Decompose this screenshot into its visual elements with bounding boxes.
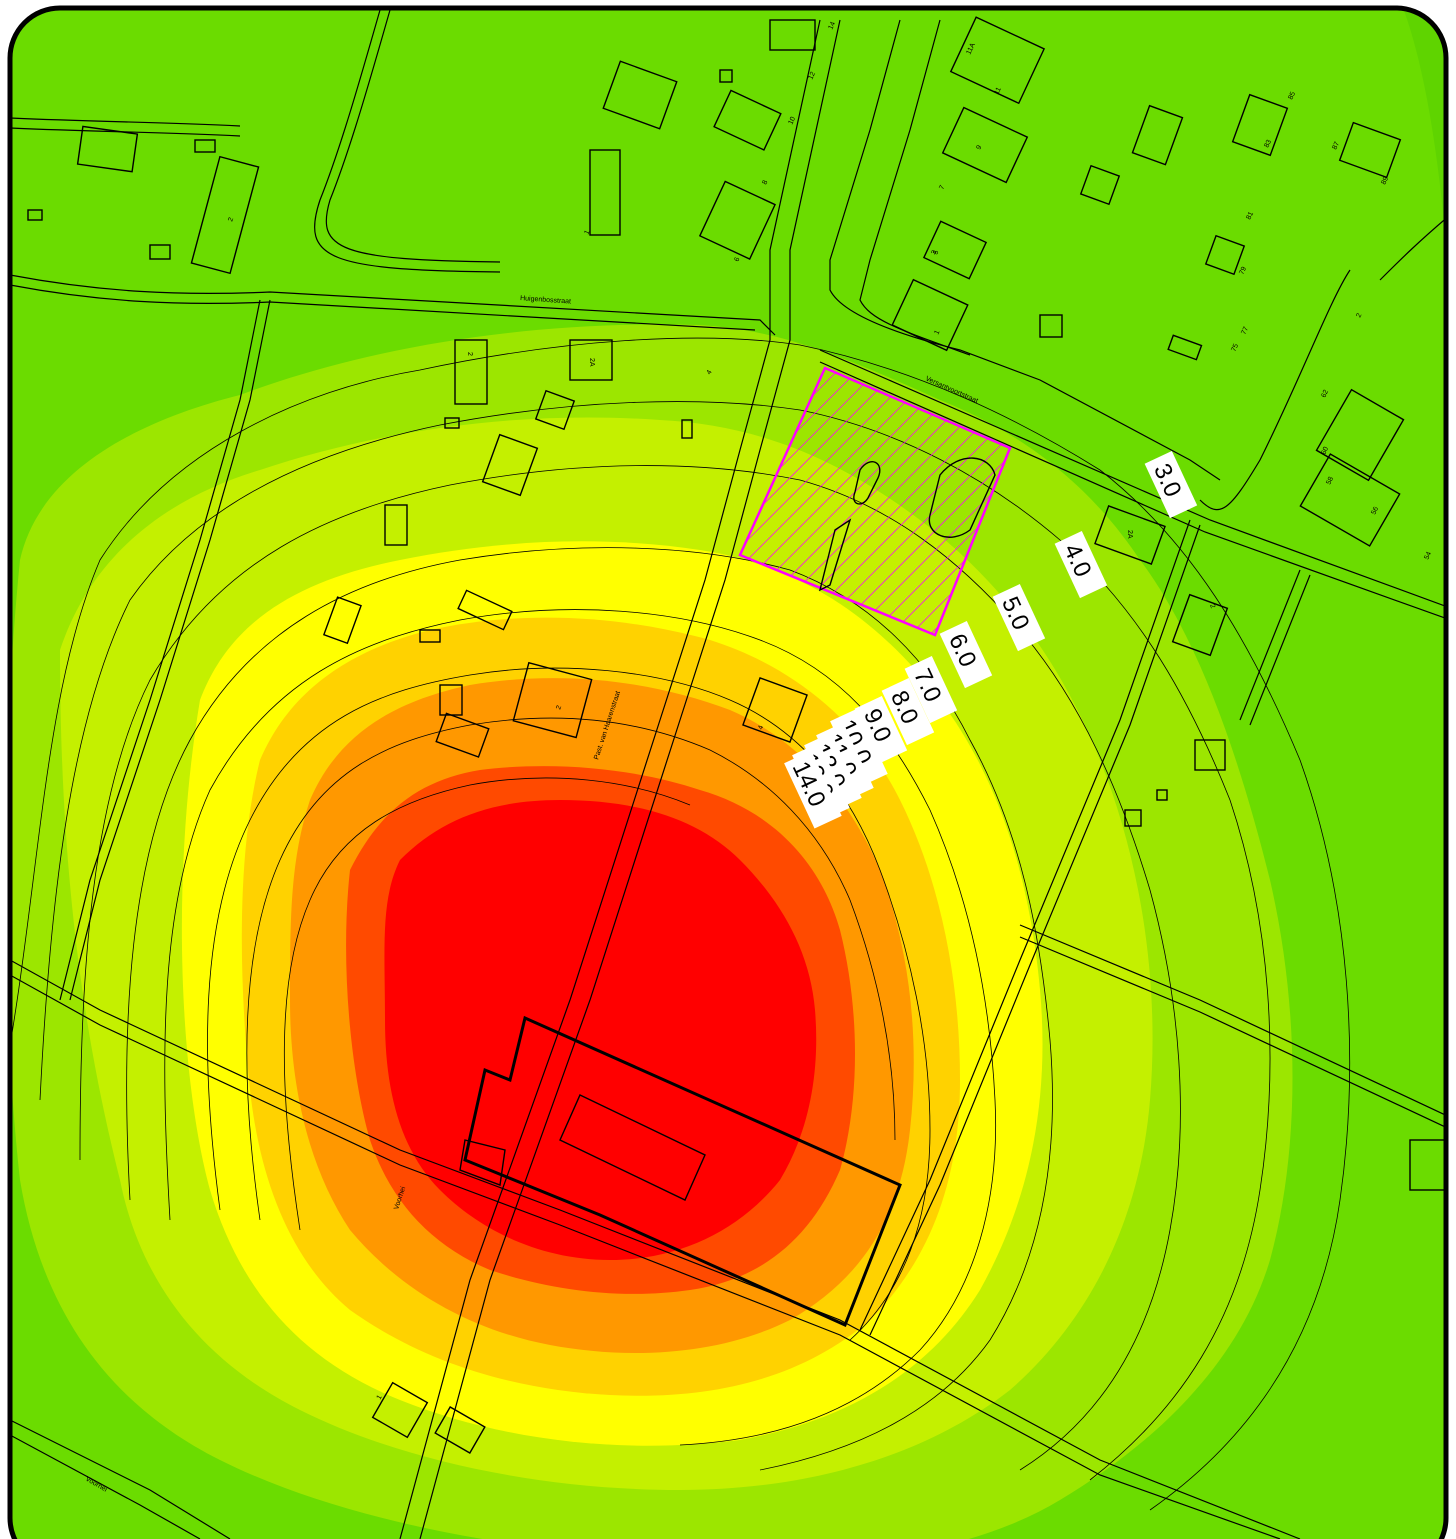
house-number: 87 bbox=[1331, 141, 1341, 151]
plan-area bbox=[738, 366, 1012, 637]
house-number: 7 bbox=[938, 184, 946, 191]
isolines bbox=[10, 337, 1351, 1511]
contour-label-3: 3.0 bbox=[1144, 451, 1198, 519]
map-frame bbox=[7, 5, 1449, 1539]
house-number: 75 bbox=[1230, 343, 1240, 353]
house-number: 2 bbox=[1355, 312, 1363, 319]
house-number: 2 bbox=[1208, 603, 1216, 609]
house-number: 10 bbox=[787, 116, 797, 126]
street-label-huigenbosstraat: Huigenbosstraat bbox=[520, 295, 571, 306]
house-number: 83 bbox=[1263, 139, 1273, 149]
house-number: 77 bbox=[1240, 326, 1250, 336]
house-number: 1 bbox=[933, 329, 941, 336]
contour-labels: 3.0 4.0 5.0 6.0 7.0 8.0 bbox=[784, 451, 1198, 829]
house-number: 11A bbox=[965, 42, 977, 56]
house-number: 2 bbox=[466, 352, 473, 356]
house-number: 14 bbox=[827, 21, 837, 31]
house-number: 89 bbox=[1380, 176, 1390, 186]
house-number: 2 bbox=[555, 705, 563, 711]
band-red bbox=[384, 800, 817, 1260]
source-building bbox=[463, 1015, 902, 1328]
house-number: 2A bbox=[588, 358, 595, 367]
house-number: 54 bbox=[1423, 551, 1433, 561]
house-number: 1 bbox=[376, 1394, 384, 1401]
house-number: 3 bbox=[930, 249, 938, 256]
house-number: 2 bbox=[227, 217, 235, 223]
house-number: 60 bbox=[1320, 446, 1330, 456]
house-numbers: 2 2A 2 4 1 1 3 5 6 7 8 9 10 11 12 14 11A… bbox=[227, 21, 1433, 1401]
house-number: 6 bbox=[733, 256, 741, 263]
house-number: 58 bbox=[1325, 476, 1335, 486]
house-number: 4 bbox=[706, 369, 714, 376]
house-number: 81 bbox=[1245, 211, 1255, 221]
house-number: 85 bbox=[1287, 91, 1297, 101]
house-number: 2A bbox=[1126, 530, 1133, 539]
house-number: 4 bbox=[757, 725, 765, 731]
house-number: 79 bbox=[1238, 266, 1248, 276]
house-number: 11 bbox=[993, 86, 1002, 96]
house-number: 62 bbox=[1320, 389, 1330, 399]
house-number: 1 bbox=[583, 229, 591, 236]
house-number: 5 bbox=[932, 249, 940, 256]
house-number: 12 bbox=[807, 71, 817, 81]
house-number: 8 bbox=[761, 179, 769, 186]
buildings bbox=[27, 16, 1446, 1454]
house-number: 9 bbox=[975, 144, 983, 151]
road-network bbox=[10, 9, 1446, 1539]
house-number: 56 bbox=[1370, 506, 1380, 516]
plan-area-pond bbox=[928, 457, 996, 538]
